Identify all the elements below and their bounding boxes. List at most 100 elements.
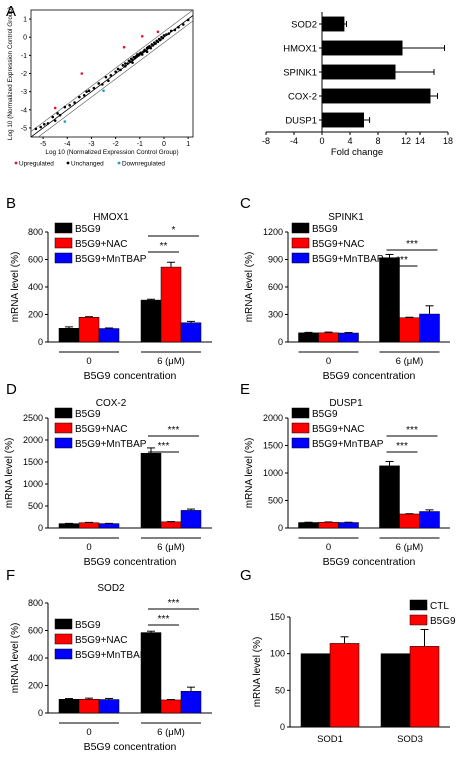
y-tick-label: 50 bbox=[275, 685, 285, 695]
y-axis-label: Log 10 (Normalized Expression Control Gr… bbox=[7, 7, 14, 140]
y-tick-label: 1 bbox=[23, 17, 27, 24]
significance-stars: *** bbox=[406, 239, 418, 250]
point-unchanged bbox=[78, 95, 81, 99]
point-unchanged bbox=[165, 33, 168, 36]
bar-b5g9-mntbap bbox=[98, 699, 120, 714]
fold-change-chart: -8 -4 0 4 8 12 14 18 SOD2 HMOX1 SPINK1 COX-2 DUSP1 Fo… bbox=[262, 12, 453, 158]
y-tick-label: 100 bbox=[270, 649, 285, 659]
x-axis-label: B5G9 concentration bbox=[323, 556, 416, 568]
y-tick-label: 400 bbox=[28, 653, 43, 663]
point-unchanged bbox=[154, 42, 157, 45]
point-unchanged bbox=[39, 125, 42, 129]
y-tick-label: 800 bbox=[28, 227, 43, 237]
y-tick-label: -4 bbox=[21, 107, 27, 114]
y-tick-label: 0 bbox=[280, 722, 285, 732]
bar-cox-2 bbox=[322, 88, 431, 104]
y-tick-label: 1500 bbox=[263, 441, 283, 451]
x-tick-label: 12 bbox=[401, 136, 411, 146]
x-axis-label: B5G9 concentration bbox=[323, 370, 416, 382]
y-tick-label: 200 bbox=[28, 310, 43, 320]
point-unchanged bbox=[169, 29, 173, 33]
bar-b5g9 bbox=[140, 632, 162, 714]
point-unchanged bbox=[87, 89, 91, 93]
point-unchanged bbox=[186, 18, 190, 22]
chart-title: HMOX1 bbox=[93, 212, 129, 223]
legend-label: B5G9+NAC bbox=[312, 424, 365, 435]
legend-swatch bbox=[54, 222, 73, 234]
legend-label: B5G9+NAC bbox=[75, 635, 128, 646]
x-axis-label: B5G9 concentration bbox=[84, 556, 177, 568]
y-tick-label: 0 bbox=[38, 337, 43, 347]
y-tick-label: 400 bbox=[28, 282, 43, 292]
y-axis-label: mRNA level (%) bbox=[10, 252, 21, 323]
legend-marker bbox=[66, 161, 70, 165]
y-tick-label: 500 bbox=[28, 501, 43, 511]
y-tick-label: 2000 bbox=[23, 435, 43, 445]
point-unchanged bbox=[173, 28, 177, 32]
point-unchanged bbox=[162, 34, 166, 37]
point-unchanged bbox=[159, 38, 162, 42]
point-unchanged bbox=[114, 70, 117, 73]
category-label: 6 (μM) bbox=[396, 356, 424, 367]
legend-swatch bbox=[54, 407, 73, 419]
point-unchanged bbox=[82, 93, 86, 97]
category-label: 0 bbox=[86, 356, 91, 367]
bar-b5g9 bbox=[379, 465, 400, 529]
y-axis-label: mRNA level (%) bbox=[244, 438, 255, 509]
chart-title: COX-2 bbox=[96, 398, 127, 409]
point-unchanged bbox=[131, 61, 134, 64]
bar-chart-d: 0 500 1000 1500 2000 2500 0 6 (μM) B5G9 concentr… bbox=[4, 398, 212, 568]
x-tick-label: -1 bbox=[137, 141, 143, 148]
y-tick-label: 1000 bbox=[23, 479, 43, 489]
point-upregulated bbox=[122, 45, 126, 49]
y-tick-label: 0 bbox=[23, 35, 27, 42]
legend-label: B5G9 bbox=[75, 409, 101, 420]
point-unchanged bbox=[92, 86, 96, 90]
panel-letter-d: D bbox=[6, 381, 17, 398]
fold-boundary-line bbox=[37, 20, 193, 137]
y-tick-label: 200 bbox=[28, 681, 43, 691]
legend-label: B5G9+MnTBAP bbox=[312, 254, 384, 265]
category-label: 6 (μM) bbox=[157, 356, 185, 367]
bar-sod2 bbox=[322, 16, 345, 32]
point-upregulated bbox=[140, 35, 144, 38]
chart-title: SPINK1 bbox=[328, 212, 364, 223]
y-tick-label: 1500 bbox=[23, 457, 43, 467]
point-unchanged bbox=[177, 25, 180, 29]
y-tick-label: 600 bbox=[268, 282, 283, 292]
point-unchanged bbox=[104, 75, 108, 79]
legend-label: Downregulated bbox=[122, 161, 165, 168]
significance-stars: *** bbox=[158, 614, 170, 625]
point-unchanged bbox=[53, 119, 57, 122]
x-axis-label: Log 10 (Normalized Expression Control Gr… bbox=[45, 149, 178, 156]
y-tick-label: 0 bbox=[278, 523, 283, 533]
legend-label: B5G9+MnTBAP bbox=[312, 439, 384, 450]
legend-swatch bbox=[54, 437, 73, 449]
legend-label: B5G9 bbox=[430, 616, 456, 627]
bar-hmox1 bbox=[322, 40, 403, 56]
point-unchanged bbox=[73, 101, 76, 104]
bar-b5g9-mntbap bbox=[338, 522, 359, 529]
significance-stars: *** bbox=[168, 598, 180, 609]
point-unchanged bbox=[51, 115, 55, 119]
point-unchanged bbox=[149, 46, 152, 50]
significance-stars: *** bbox=[158, 441, 170, 452]
category-label: 6 (μM) bbox=[157, 727, 185, 738]
legend-label: B5G9 bbox=[312, 224, 338, 235]
panel-letter-g: G bbox=[240, 567, 252, 584]
bar-chart-b: 0 200 400 600 800 0 6 (μM) B5G9 concentration mR… bbox=[10, 212, 212, 382]
x-tick-label: 8 bbox=[375, 136, 380, 146]
y-tick-label: -5 bbox=[21, 125, 27, 132]
point-unchanged bbox=[68, 103, 71, 107]
x-tick-label: 0 bbox=[319, 136, 324, 146]
category-label: SPINK1 bbox=[283, 68, 317, 79]
y-axis-label: mRNA level (%) bbox=[244, 252, 255, 323]
bar-b5g9-nac bbox=[399, 513, 420, 529]
x-tick-label: 14 bbox=[415, 136, 425, 146]
panel-letter-e: E bbox=[240, 381, 250, 398]
significance-stars: * bbox=[172, 225, 176, 236]
legend-swatch bbox=[291, 437, 310, 449]
x-tick-label: -4 bbox=[64, 141, 70, 148]
bar-b5g9-nac bbox=[78, 699, 100, 714]
point-unchanged bbox=[140, 53, 144, 56]
